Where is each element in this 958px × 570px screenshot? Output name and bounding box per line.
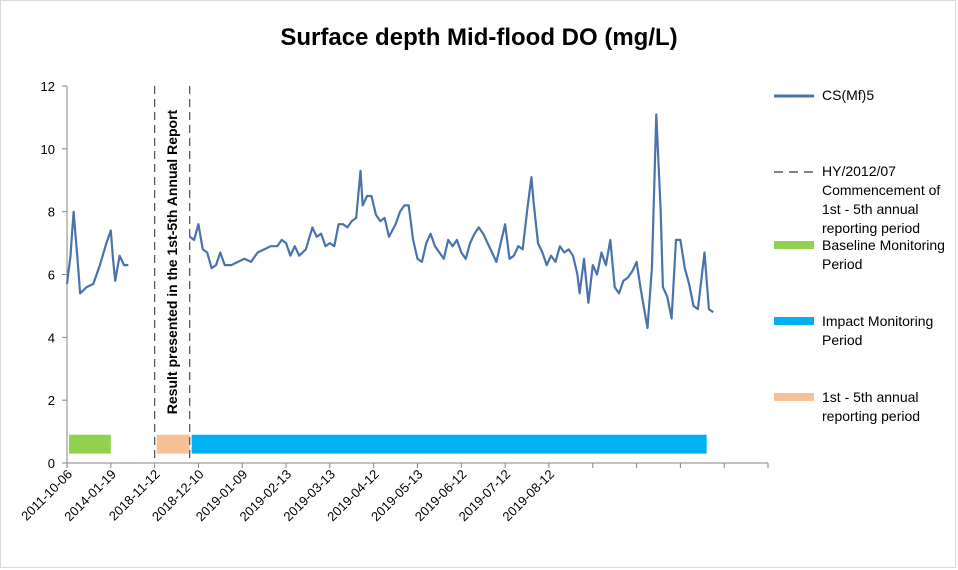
legend-item-baseline: Baseline Monitoring Period bbox=[772, 236, 958, 280]
annotation-label: Result presented in the 1st-5th Annual R… bbox=[164, 109, 180, 414]
y-tick-label: 2 bbox=[48, 393, 55, 408]
legend-item-series: CS(Mf)5 bbox=[772, 86, 958, 110]
legend-swatch-series bbox=[774, 94, 814, 98]
legend-label-reporting: 1st - 5th annual reporting period bbox=[822, 389, 921, 424]
legend-swatch-reporting bbox=[774, 393, 814, 401]
legend-swatch-baseline bbox=[774, 241, 814, 249]
legend-label-impact: Impact Monitoring Period bbox=[822, 313, 934, 348]
legend-label-baseline: Baseline Monitoring Period bbox=[822, 237, 945, 272]
y-tick-label: 8 bbox=[48, 205, 55, 220]
legend-label-vline: HY/2012/07 Commencement of 1st - 5th ann… bbox=[822, 163, 941, 236]
legend-label-series: CS(Mf)5 bbox=[822, 87, 875, 103]
y-tick-label: 0 bbox=[48, 456, 55, 471]
legend-swatch-vline bbox=[774, 171, 814, 173]
legend-item-impact: Impact Monitoring Period bbox=[772, 312, 958, 356]
baseline-period-bar bbox=[69, 434, 111, 454]
chart-title: Surface depth Mid-flood DO (mg/L) bbox=[280, 24, 678, 51]
series-line bbox=[65, 210, 129, 295]
legend-item-vline: HY/2012/07 Commencement of 1st - 5th ann… bbox=[772, 162, 958, 242]
y-tick-label: 6 bbox=[48, 268, 55, 283]
impact-period-bar bbox=[191, 434, 707, 454]
reporting-period-bar bbox=[156, 434, 190, 454]
y-tick-label: 4 bbox=[48, 330, 55, 345]
y-tick-label: 12 bbox=[41, 79, 55, 94]
legend-item-reporting: 1st - 5th annual reporting period bbox=[772, 388, 958, 432]
y-tick-label: 10 bbox=[41, 142, 55, 157]
series-line bbox=[189, 113, 714, 329]
legend-swatch-impact bbox=[774, 317, 814, 325]
